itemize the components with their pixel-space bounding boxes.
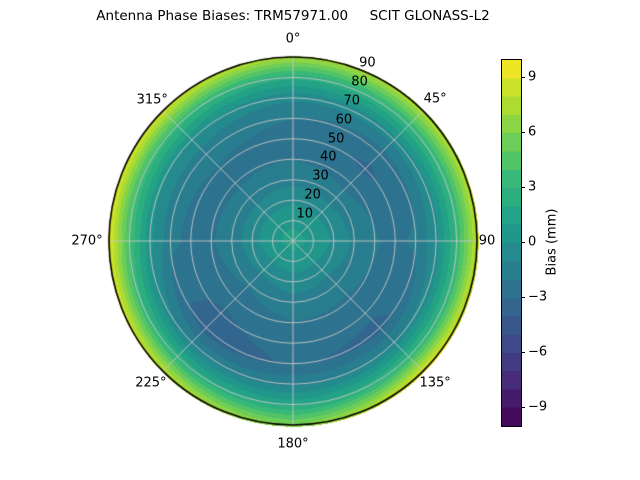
colorbar-tick-label: 9 [528, 69, 537, 85]
azimuth-tick-label: 0° [285, 31, 301, 47]
azimuth-tick-label: 135° [419, 375, 451, 391]
zenith-tick-label: 20 [304, 187, 321, 203]
colorbar-tick-mark [521, 406, 525, 408]
azimuth-tick-label: 45° [423, 91, 447, 107]
azimuth-tick-label: 90 [478, 233, 496, 249]
zenith-tick-label: 10 [296, 206, 314, 222]
azimuth-tick-label: 270° [71, 233, 103, 249]
colorbar-tick-label: −9 [528, 399, 548, 415]
colorbar [501, 59, 522, 427]
colorbar-tick-label: 3 [528, 179, 537, 195]
azimuth-tick-label: 180° [277, 436, 309, 452]
zenith-tick-label: 50 [327, 131, 345, 147]
colorbar-tick-mark [521, 242, 525, 243]
colorbar-tick-label: 6 [528, 124, 537, 140]
zenith-tick-label: 90 [359, 55, 376, 71]
zenith-tick-label: 80 [351, 74, 368, 90]
zenith-tick-label: 70 [343, 93, 361, 109]
colorbar-axis-label: Bias (mm) [544, 208, 560, 276]
colorbar-tick-mark [521, 296, 525, 298]
azimuth-tick-label: 225° [135, 375, 167, 391]
colorbar-tick-mark [521, 132, 525, 134]
colorbar-tick-mark [521, 77, 525, 79]
colorbar-tick-mark [521, 351, 525, 353]
zenith-tick-label: 30 [312, 168, 329, 184]
azimuth-tick-label: 315° [136, 92, 168, 108]
zenith-tick-label: 40 [320, 149, 337, 165]
colorbar-tick-label: 0 [528, 234, 537, 250]
zenith-tick-label: 60 [335, 112, 353, 128]
colorbar-tick-label: −3 [528, 289, 548, 305]
colorbar-tick-label: −6 [528, 344, 548, 360]
colorbar-tick-mark [521, 187, 525, 189]
